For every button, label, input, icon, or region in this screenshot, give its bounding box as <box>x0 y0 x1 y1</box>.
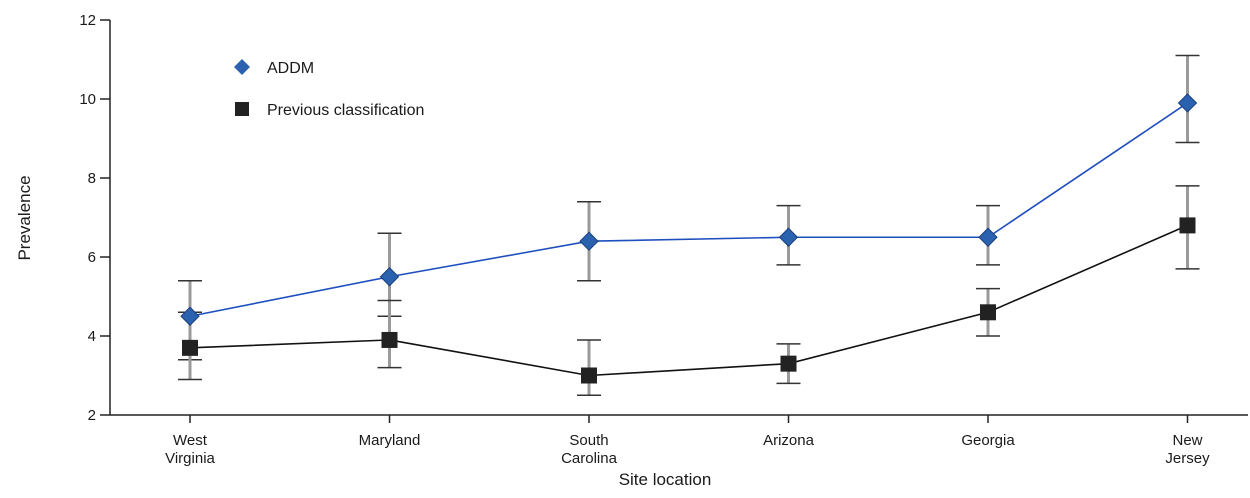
x-tick-label-line: New <box>1172 432 1202 449</box>
previous-classification-line <box>189 224 1188 377</box>
addm-diamond-marker <box>379 267 400 287</box>
addm-diamond-marker <box>778 227 799 247</box>
x-tick-label-line: Maryland <box>359 432 421 449</box>
addm-line <box>189 102 1188 318</box>
x-tick-label-line: Arizona <box>763 432 815 449</box>
x-tick-label: Arizona <box>763 432 815 449</box>
previous-classification-square-marker <box>980 304 996 321</box>
x-axis-title: Site location <box>619 470 712 489</box>
legend-square-icon <box>235 102 249 116</box>
addm-diamond-marker <box>579 231 599 251</box>
addm-diamond-marker <box>978 227 998 247</box>
y-axis-title: Prevalence <box>15 175 34 260</box>
previous-classification-square-marker <box>182 339 198 356</box>
addm-diamond-marker <box>180 306 200 326</box>
x-tick-label: New Jersey <box>1165 432 1210 467</box>
x-tick-label-line: Georgia <box>961 432 1015 449</box>
y-tick-label: 10 <box>79 91 96 108</box>
addm-diamond-marker <box>1177 93 1198 113</box>
x-tick-label-line: Jersey <box>1165 450 1210 467</box>
x-tick-label-line: Carolina <box>561 450 618 467</box>
previous-classification-square-marker <box>381 331 398 348</box>
x-tick-label: West Virginia <box>165 432 215 467</box>
x-tick-label-line: South <box>569 432 608 449</box>
series-markers <box>180 93 1198 384</box>
y-tick-label: 6 <box>88 249 96 266</box>
previous-classification-square-marker <box>581 367 597 384</box>
legend: ADDM Previous classification <box>234 59 424 119</box>
x-tick-label: Georgia <box>961 432 1015 449</box>
legend-diamond-icon <box>234 59 250 75</box>
legend-label-addm: ADDM <box>267 60 314 77</box>
y-tick-label: 12 <box>79 12 96 29</box>
x-tick-label-line: West <box>173 432 208 449</box>
previous-classification-square-marker <box>780 355 797 372</box>
y-tick-label: 8 <box>88 170 96 187</box>
previous-classification-square-marker <box>1179 217 1196 234</box>
y-tick-label: 4 <box>88 328 96 345</box>
series-lines <box>189 102 1188 377</box>
x-tick-label: Maryland <box>359 432 421 449</box>
y-tick-label: 2 <box>88 407 96 424</box>
x-tick-label-line: Virginia <box>165 450 215 467</box>
x-tick-label: South Carolina <box>561 432 618 467</box>
legend-label-previous-classification: Previous classification <box>267 102 424 119</box>
axes: 2 4 6 8 10 12 West Virginia Maryland South Carolin… <box>79 12 1248 467</box>
